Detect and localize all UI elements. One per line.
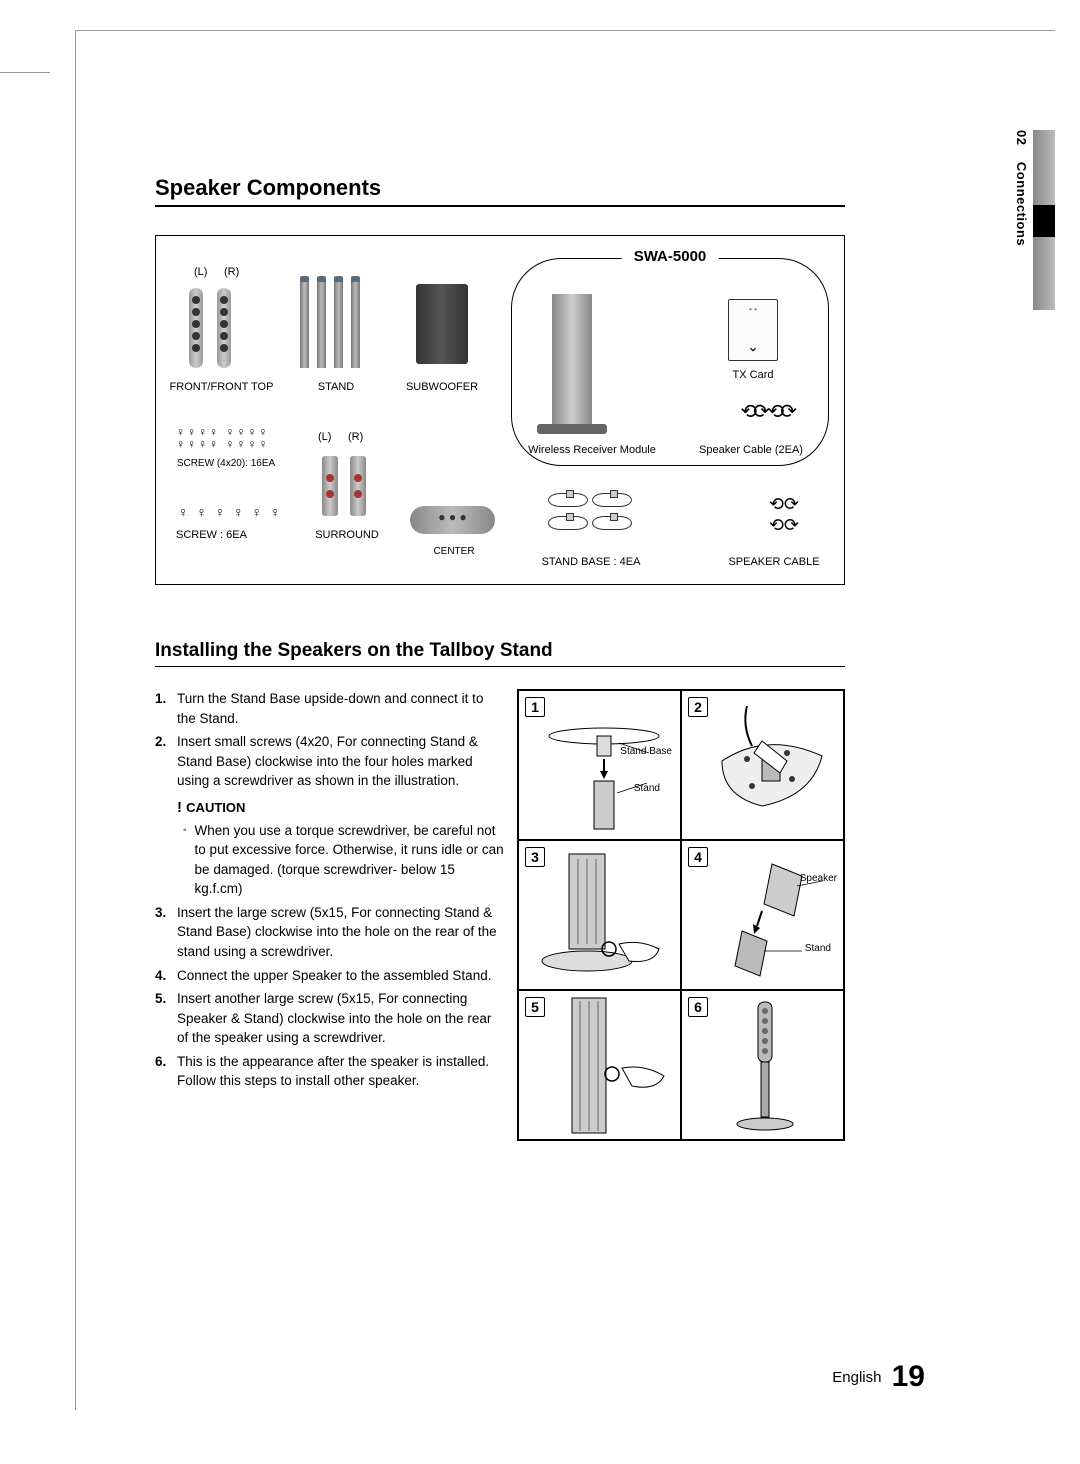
footer-page: 19 xyxy=(892,1360,925,1393)
install-row: 1.Turn the Stand Base upside-down and co… xyxy=(155,689,845,1141)
caution-body: When you use a torque screwdriver, be ca… xyxy=(183,821,505,899)
standbase-label: STAND BASE : 4EA xyxy=(526,556,656,568)
step-2: 2.Insert small screws (4x20, For connect… xyxy=(155,732,505,791)
screw1-label: SCREW (4x20): 16EA xyxy=(166,458,286,469)
wrm-label: Wireless Receiver Module xyxy=(517,444,667,456)
subwoofer-label: SUBWOOFER xyxy=(399,381,485,393)
swa-cable-icon: ⟲⟳ ⟲⟳ xyxy=(740,399,793,424)
page-footer: English 19 xyxy=(832,1360,925,1394)
footer-lang: English xyxy=(832,1369,881,1386)
fig-1: 1 Stand Base Stand xyxy=(518,690,681,840)
subwoofer-icon xyxy=(416,284,468,364)
stand-poles-icon xyxy=(296,276,364,373)
chapter-num: 02 xyxy=(1014,130,1029,145)
screw2-label: SCREW : 6EA xyxy=(176,529,266,541)
txcard-icon xyxy=(728,299,778,361)
fig1-stand: Stand xyxy=(634,783,660,794)
crop-mark-left xyxy=(0,72,50,73)
fig-5: 5 xyxy=(518,990,681,1140)
fig-6: 6 xyxy=(681,990,844,1140)
surr-l: (L) xyxy=(318,431,331,443)
install-text: 1.Turn the Stand Base upside-down and co… xyxy=(155,689,505,1141)
step-1: 1.Turn the Stand Base upside-down and co… xyxy=(155,689,505,728)
step-3: 3.Insert the large screw (5x15, For conn… xyxy=(155,903,505,962)
surr-r: (R) xyxy=(348,431,363,443)
chapter-name: Connections xyxy=(1014,162,1029,246)
swa-cable-label: Speaker Cable (2EA) xyxy=(686,444,816,456)
surround-icon xyxy=(316,456,372,521)
center-label: CENTER xyxy=(421,546,487,557)
stand-base-icon xyxy=(546,491,634,537)
step-6: 6.This is the appearance after the speak… xyxy=(155,1052,505,1091)
screw2-icons: ♀ ♀ ♀ ♀ ♀ ♀ xyxy=(178,504,282,520)
caution-head: CAUTION xyxy=(177,797,505,819)
wrm-icon xyxy=(552,294,592,424)
fig1-standbase: Stand Base xyxy=(620,746,672,757)
install-figures: 1 Stand Base Stand 2 xyxy=(517,689,845,1141)
spcable-icon: ⟲⟳ ⟲⟳ xyxy=(769,494,799,536)
fig4-speaker: Speaker xyxy=(800,873,837,884)
swa-box: SWA-5000 Wireless Receiver Module TX Car… xyxy=(511,258,829,466)
label-l: (L) xyxy=(194,266,207,278)
step-5: 5.Insert another large screw (5x15, For … xyxy=(155,989,505,1048)
swa-title: SWA-5000 xyxy=(622,248,719,265)
front-speakers-icon xyxy=(184,288,236,373)
stand-label: STAND xyxy=(306,381,366,393)
screw1-icons: ♀♀♀♀ ♀♀♀♀ ♀♀♀♀ ♀♀♀♀ xyxy=(176,426,269,450)
fig4-stand: Stand xyxy=(805,943,831,954)
fig-3: 3 xyxy=(518,840,681,990)
section-title: Speaker Components xyxy=(155,175,845,207)
txcard-label: TX Card xyxy=(718,369,788,381)
side-tab: 02 Connections xyxy=(1010,130,1055,310)
front-label: FRONT/FRONT TOP xyxy=(164,381,279,393)
label-r: (R) xyxy=(224,266,239,278)
components-box: (L) (R) FRONT/FRONT TOP STAND SUBWOOFER … xyxy=(155,235,845,585)
surround-label: SURROUND xyxy=(302,529,392,541)
fig-2: 2 xyxy=(681,690,844,840)
center-icon xyxy=(410,506,495,534)
fig-4: 4 Speaker Stand xyxy=(681,840,844,990)
step-4: 4.Connect the upper Speaker to the assem… xyxy=(155,966,505,986)
spcable-label: SPEAKER CABLE xyxy=(719,556,829,568)
install-title: Installing the Speakers on the Tallboy S… xyxy=(155,640,845,667)
